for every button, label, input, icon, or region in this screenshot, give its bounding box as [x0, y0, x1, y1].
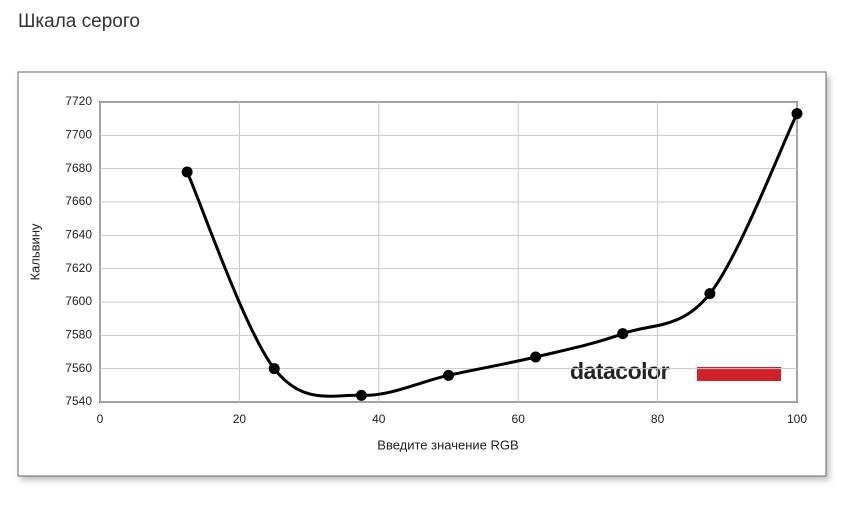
- plot-area: [99, 101, 798, 403]
- point: [443, 369, 454, 381]
- x-tick-label: 20: [233, 412, 247, 426]
- point: [704, 288, 716, 300]
- y-axis-label: Кальвину: [27, 223, 42, 281]
- y-tick-label: 7560: [65, 361, 92, 375]
- y-tick-label: 7620: [65, 261, 92, 275]
- point: [530, 351, 542, 363]
- x-axis-label: Введите значение RGB: [377, 437, 518, 452]
- point: [617, 328, 629, 340]
- y-tick-label: 7700: [65, 128, 92, 142]
- y-tick-label: 7600: [65, 294, 92, 308]
- y-tick-label: 7540: [65, 394, 92, 408]
- logo: datacolor: [570, 358, 670, 384]
- point: [791, 108, 803, 120]
- point: [355, 389, 367, 401]
- x-tick-label: 80: [651, 412, 665, 426]
- y-tick-label: 7640: [65, 228, 92, 242]
- y-tick-label: 7580: [65, 328, 92, 342]
- x-tick-label: 0: [97, 412, 104, 426]
- y-tick-label: 7720: [65, 94, 92, 108]
- x-tick-label: 60: [512, 412, 526, 426]
- x-tick-label: 100: [787, 412, 807, 426]
- y-tick-label: 7680: [65, 161, 92, 175]
- chart-title: Шкала серого: [18, 11, 140, 32]
- logo-bar: [697, 367, 781, 381]
- point: [268, 363, 280, 375]
- point: [181, 166, 193, 178]
- y-tick-label: 7660: [65, 194, 92, 208]
- x-tick-label: 40: [372, 412, 386, 426]
